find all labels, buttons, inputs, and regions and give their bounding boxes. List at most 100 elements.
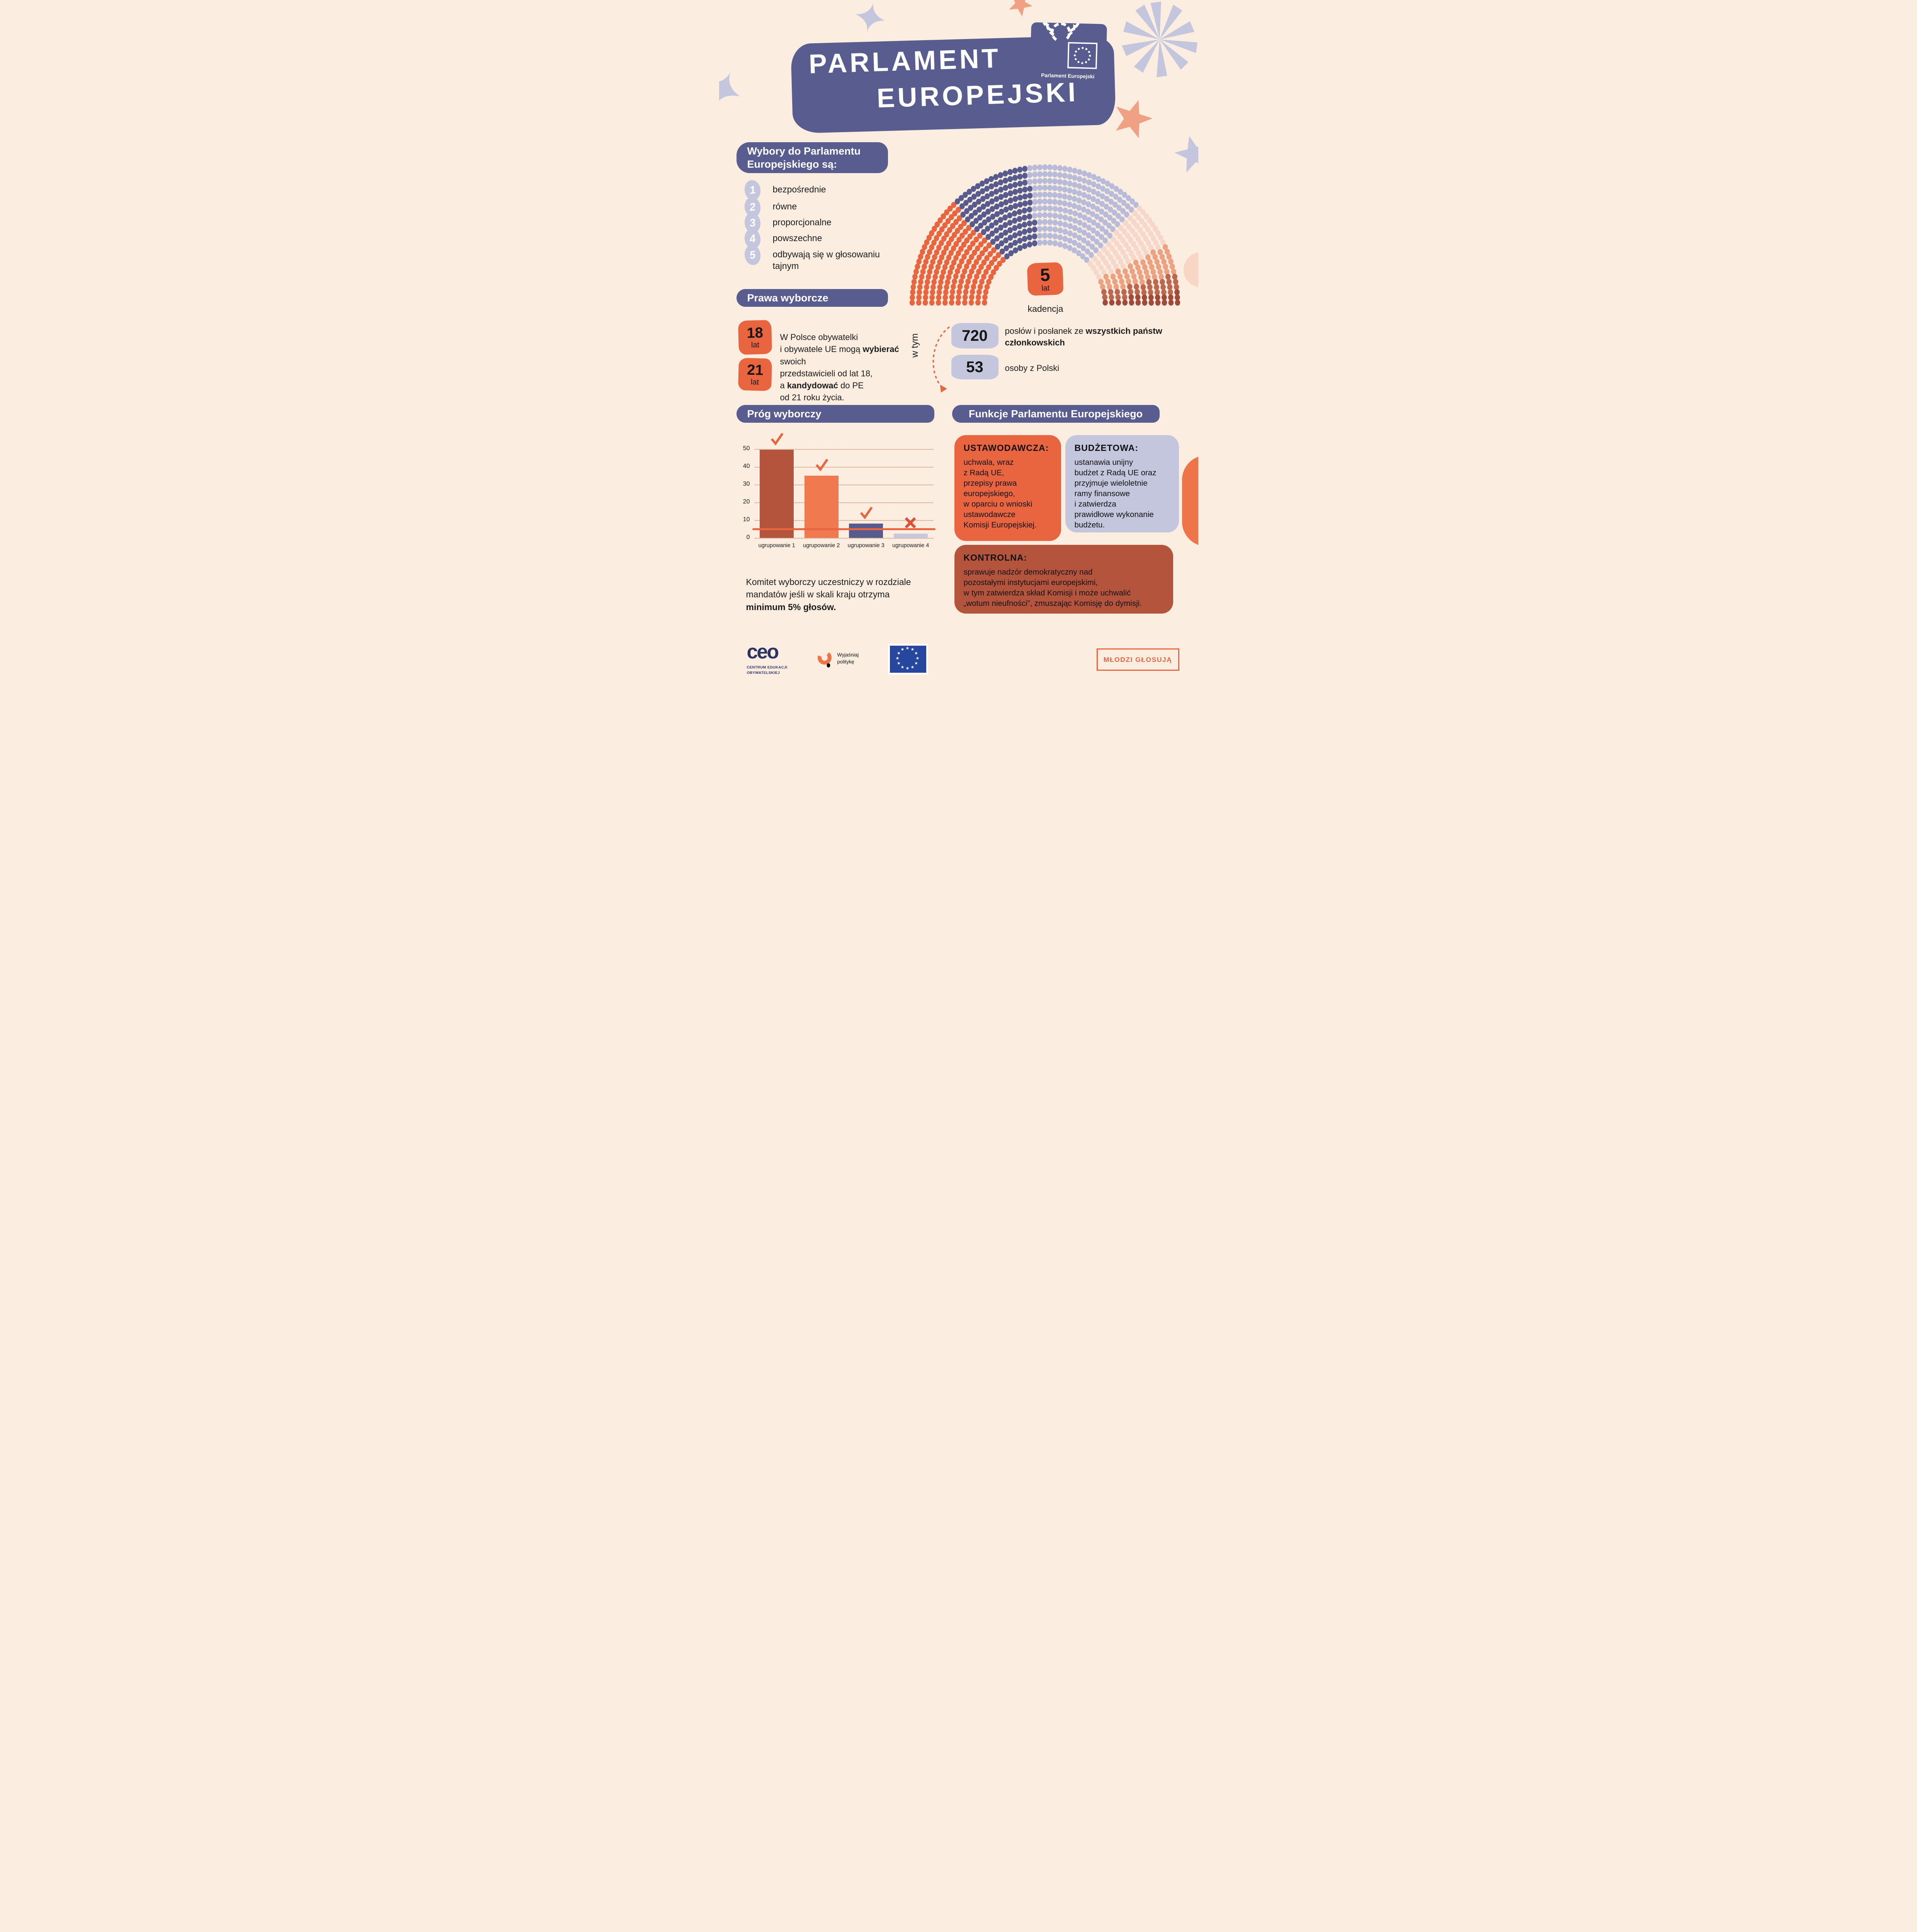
funkcja-text: sprawuje nadzór demokratyczny nad pozost…: [963, 568, 1142, 608]
mlodzi-glosuja-button[interactable]: MŁODZI GŁOSUJĄ: [1096, 648, 1179, 671]
eu-star-icon: ★: [900, 647, 905, 652]
list-item: 5 odbywają się w głosowaniu tajnym: [743, 244, 880, 272]
page-title-line1: PARLAMENT: [808, 43, 1001, 79]
heading-text: Próg wyborczy: [747, 408, 822, 420]
gridline: [754, 538, 933, 539]
w-tym-label: w tym: [909, 333, 920, 358]
total-seats-value: 720: [962, 327, 988, 344]
gridline: [754, 449, 933, 450]
bar-ugrupowanie-3: [849, 524, 883, 538]
gridline: [754, 467, 933, 468]
european-parliament-logo: Parlament Europejski: [1029, 0, 1107, 82]
checkmark-icon: [859, 507, 873, 522]
eu-star-icon: ★: [914, 651, 918, 656]
text-segment-bold: wybierać: [862, 344, 899, 354]
x-axis-category-label: ugrupowanie 3: [847, 543, 885, 549]
section-heading-prog: Próg wyborczy: [736, 405, 934, 423]
ceo-logo-caption: CENTRUM EDUKACJI OBYWATELSKIEJ: [747, 665, 788, 675]
infographic-page: PARLAMENT EUROPEJSKI Parlament Europejsk…: [719, 0, 1198, 678]
age-value: 21: [747, 362, 764, 379]
kadencja-value-box: 5 lat: [1027, 262, 1063, 296]
text-segment: Komitet wyborczy uczestniczy w rozdziale…: [746, 577, 911, 600]
y-axis-tick-label: 20: [743, 498, 750, 505]
bar-ugrupowanie-2: [804, 476, 839, 538]
wyjasniaj-logo-icon: [817, 651, 832, 668]
section-heading-wybory: Wybory do Parlamentu Europejskiego są:: [736, 142, 888, 173]
eu-star-icon: ★: [915, 656, 920, 661]
funkcja-title: USTAWODAWCZA:: [963, 443, 1049, 453]
text-segment: swoich przedstawicieli od lat 18, a: [780, 356, 873, 391]
kadencja-unit: lat: [1041, 284, 1050, 293]
y-axis-tick-label: 10: [743, 516, 750, 523]
funkcja-kontrolna-box: KONTROLNA: sprawuje nadzór demokratyczny…: [954, 545, 1173, 614]
total-seats-box: 720: [951, 323, 998, 349]
list-item-label: odbywają się w głosowaniu tajnym: [772, 249, 880, 271]
ep-hemicycle-logo-icon: [1035, 0, 1097, 69]
list-item-label: proporcjonalne: [772, 217, 832, 227]
poland-seats-label: osoby z Polski: [1005, 363, 1060, 373]
eu-star-icon: ★: [896, 651, 901, 656]
section-heading-funkcje: Funkcje Parlamentu Europejskiego: [952, 405, 1160, 423]
checkmark-icon: [770, 433, 784, 448]
text-segment: posłów i posłanek ze: [1005, 326, 1086, 336]
sparkle-star-icon: [855, 2, 885, 32]
checkmark-icon: [815, 459, 829, 474]
y-axis-tick-label: 40: [743, 463, 750, 469]
blob-decoration: [1182, 455, 1198, 546]
heading-text: Funkcje Parlamentu Europejskiego: [968, 408, 1143, 420]
eu-flag-field: ★ ★ ★ ★ ★ ★ ★ ★ ★ ★ ★ ★: [890, 646, 926, 673]
funkcja-title: KONTROLNA:: [963, 553, 1027, 563]
list-item: 3 proporcjonalne: [743, 212, 832, 234]
threshold-bar-chart: 0 10 20 30 40 50 ugrupowanie 1 ugrupowanie 2 ugr…: [735, 433, 940, 561]
age-18-box: 18 lat: [738, 320, 772, 355]
number-badge: 5: [743, 244, 762, 266]
prog-note: Komitet wyborczy uczestniczy w rozdziale…: [746, 563, 932, 613]
kadencja-label: kadencja: [1027, 304, 1063, 314]
wyjasniaj-label: Wyjaśniaj politykę: [837, 652, 859, 665]
heading-text: Europejskiego są:: [747, 158, 837, 170]
section-heading-prawa: Prawa wyborcze: [736, 289, 888, 307]
eu-star-icon: ★: [914, 661, 918, 666]
page-title-line2: EUROPEJSKI: [876, 77, 1078, 114]
kadencja-value: 5: [1039, 264, 1050, 285]
eu-star-icon: ★: [910, 665, 915, 670]
poland-seats-box: 53: [951, 355, 998, 379]
eu-star-icon: ★: [905, 666, 910, 671]
list-item-label: równe: [772, 201, 797, 211]
funkcja-ustawodawcza-box: USTAWODAWCZA: uchwala, wraz z Radą UE, p…: [954, 435, 1061, 541]
funkcja-budzetowa-box: BUDŻETOWA: ustanawia unijny budżet z Rad…: [1065, 435, 1179, 532]
threshold-line: [752, 528, 936, 530]
list-item: 4 powszechne: [743, 228, 822, 250]
eu-star-icon: ★: [905, 646, 910, 651]
text-segment: W Polsce obywatelki i obywatele UE mogą: [780, 332, 861, 354]
bar-ugrupowanie-1: [760, 450, 794, 538]
x-mark-icon: [904, 517, 917, 531]
eu-star-icon: ★: [895, 656, 900, 661]
poland-seats-value: 53: [966, 359, 983, 376]
age-unit: lat: [751, 340, 759, 350]
ep-logo-caption: Parlament Europejski: [1041, 72, 1095, 80]
list-item-label: powszechne: [772, 233, 822, 243]
gridline: [754, 520, 933, 521]
sunburst-icon: [1121, 2, 1197, 77]
text-segment-bold: kandydować: [787, 381, 838, 391]
list-item-label: bezpośrednie: [772, 184, 826, 194]
bar-ugrupowanie-4: [893, 533, 928, 538]
x-axis-category-label: ugrupowanie 4: [892, 543, 929, 549]
total-seats-label: posłów i posłanek ze wszystkich państw c…: [1005, 325, 1167, 348]
eu-flag: ★ ★ ★ ★ ★ ★ ★ ★ ★ ★ ★ ★: [888, 644, 928, 675]
eu-star-icon: ★: [900, 665, 905, 670]
y-axis-tick-label: 0: [746, 534, 750, 541]
x-axis-category-label: ugrupowanie 2: [803, 543, 840, 549]
text-segment-bold: minimum 5% głosów.: [746, 602, 836, 612]
heading-text: Prawa wyborcze: [747, 292, 828, 304]
list-item: 2 równe: [743, 196, 797, 218]
age-21-box: 21 lat: [738, 357, 772, 391]
funkcja-text: ustanawia unijny budżet z Radą UE oraz p…: [1074, 458, 1157, 530]
heading-text: Wybory do Parlamentu: [747, 145, 861, 157]
y-axis-tick-label: 50: [743, 445, 750, 452]
dashed-arrow-icon: [932, 326, 950, 393]
y-axis-tick-label: 30: [743, 481, 750, 487]
text-segment: do PE od 21 roku życia.: [780, 381, 864, 403]
sparkle-star-icon: [719, 72, 740, 106]
